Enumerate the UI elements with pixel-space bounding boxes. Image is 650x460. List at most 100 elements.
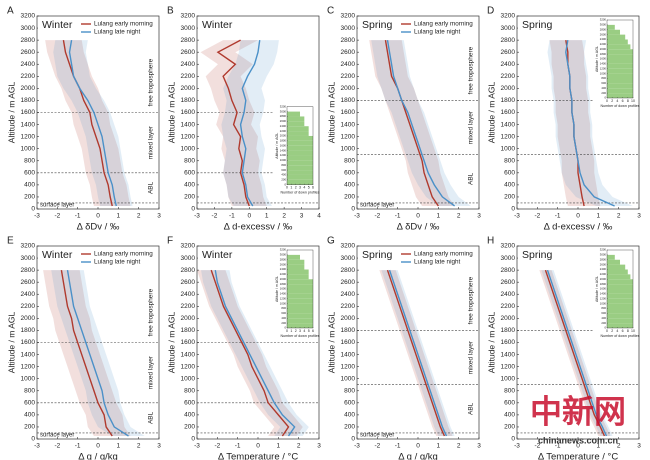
inset-bar bbox=[607, 49, 633, 55]
y-tick-label: 2600 bbox=[21, 49, 36, 56]
inset-y-tick-label: 3000 bbox=[280, 253, 287, 257]
y-tick-label: 1800 bbox=[181, 97, 196, 104]
legend-label: Lulang early morning bbox=[414, 251, 473, 258]
y-tick-label: 0 bbox=[351, 436, 355, 443]
y-tick-label: 3200 bbox=[21, 243, 36, 250]
inset-x-tick-label: 4 bbox=[616, 99, 618, 103]
y-tick-label: 800 bbox=[344, 387, 355, 394]
y-tick-label: 1400 bbox=[181, 351, 196, 358]
inset-y-tick-label: 800 bbox=[601, 76, 606, 80]
inset-bar bbox=[287, 121, 305, 127]
x-tick-label: 2 bbox=[457, 213, 461, 220]
y-tick-label: 200 bbox=[184, 424, 195, 431]
x-axis-label: Δ Temperature / °C bbox=[218, 452, 299, 460]
legend-label: Lulang early morning bbox=[94, 251, 153, 258]
inset-bar bbox=[287, 259, 305, 265]
x-tick-label: 0 bbox=[416, 443, 420, 450]
inset-y-tick-label: 2800 bbox=[280, 257, 287, 261]
y-tick-label: 1200 bbox=[341, 363, 356, 370]
title-box bbox=[358, 17, 398, 32]
inset-y-tick-label: 2000 bbox=[280, 277, 287, 281]
inset-bar bbox=[287, 155, 313, 161]
spread-band bbox=[371, 40, 471, 206]
inset-y-tick-label: 1000 bbox=[280, 301, 287, 305]
inset-y-tick-label: 1200 bbox=[600, 66, 607, 70]
x-tick-label: 4 bbox=[317, 213, 321, 220]
inset-bar bbox=[607, 68, 633, 74]
y-tick-label: 1000 bbox=[181, 375, 196, 382]
y-tick-label: 2000 bbox=[181, 85, 196, 92]
inset-bar bbox=[607, 303, 633, 309]
y-axis-label: Altitude / m AGL bbox=[326, 312, 336, 374]
inset-y-tick-label: 3200 bbox=[600, 248, 607, 252]
inset-y-tick-label: 1200 bbox=[280, 153, 287, 157]
y-axis-label: Altitude / m AGL bbox=[6, 82, 16, 144]
layer-label: surface layer bbox=[360, 432, 394, 438]
x-tick-label: 1 bbox=[265, 213, 269, 220]
y-tick-label: 2400 bbox=[21, 291, 36, 298]
inset-y-label: Altitude / m AGL bbox=[275, 133, 279, 159]
inset-bar bbox=[607, 34, 626, 40]
y-tick-label: 3000 bbox=[341, 255, 356, 262]
y-tick-label: 400 bbox=[504, 182, 515, 189]
panel-title: Winter bbox=[42, 249, 73, 261]
inset-y-tick-label: 2000 bbox=[600, 277, 607, 281]
x-tick-label: 0 bbox=[256, 443, 260, 450]
inset-bar bbox=[287, 140, 313, 146]
x-tick-label: 2 bbox=[617, 443, 621, 450]
inset-bar bbox=[287, 170, 313, 175]
inset-y-tick-label: 3000 bbox=[600, 253, 607, 257]
y-tick-label: 3000 bbox=[501, 255, 516, 262]
layer-label: ABL bbox=[148, 181, 155, 194]
inset-y-tick-label: 2400 bbox=[600, 267, 607, 271]
y-tick-label: 400 bbox=[24, 182, 35, 189]
y-tick-label: 600 bbox=[184, 170, 195, 177]
inset-bar bbox=[607, 63, 633, 69]
x-tick-label: 3 bbox=[157, 213, 161, 220]
inset-x-tick-label: 5 bbox=[308, 186, 310, 190]
inset-y-tick-label: 1600 bbox=[280, 287, 287, 291]
y-tick-label: 0 bbox=[351, 206, 355, 213]
y-tick-label: 800 bbox=[184, 157, 195, 164]
layer-label: surface layer bbox=[40, 432, 74, 438]
inset-y-tick-label: 1400 bbox=[280, 292, 287, 296]
legend-box bbox=[399, 19, 477, 36]
x-tick-label: -3 bbox=[514, 443, 520, 450]
y-tick-label: 1200 bbox=[21, 363, 36, 370]
x-tick-label: -3 bbox=[194, 443, 200, 450]
y-tick-label: 2000 bbox=[21, 315, 36, 322]
inset-x-tick-label: 6 bbox=[312, 329, 314, 333]
inset-x-tick-label: 4 bbox=[303, 329, 305, 333]
x-tick-label: 1 bbox=[437, 213, 441, 220]
inset-y-tick-label: 2000 bbox=[280, 134, 287, 138]
inset-x-tick-label: 6 bbox=[312, 186, 314, 190]
y-tick-label: 3000 bbox=[501, 25, 516, 32]
x-tick-label: 0 bbox=[96, 443, 100, 450]
inset-bar bbox=[607, 293, 633, 299]
inset-x-tick-label: 0 bbox=[286, 186, 288, 190]
y-tick-label: 600 bbox=[504, 400, 515, 407]
y-tick-label: 2000 bbox=[181, 315, 196, 322]
y-tick-label: 400 bbox=[504, 412, 515, 419]
inset-y-tick-label: 1600 bbox=[600, 57, 607, 61]
y-tick-label: 1800 bbox=[341, 97, 356, 104]
layer-label: free troposphere bbox=[468, 276, 475, 324]
x-tick-label: -1 bbox=[395, 443, 401, 450]
inset-bar bbox=[607, 298, 633, 304]
inset-bar bbox=[607, 308, 633, 314]
inset-y-tick-label: 3200 bbox=[280, 104, 287, 108]
x-tick-label: 1 bbox=[597, 443, 601, 450]
inset-bar bbox=[287, 303, 313, 309]
y-tick-label: 2400 bbox=[501, 291, 516, 298]
x-tick-label: -3 bbox=[194, 213, 200, 220]
spread-band bbox=[53, 40, 133, 206]
plot-area bbox=[197, 269, 319, 437]
panel-letter: B bbox=[167, 6, 174, 17]
y-tick-label: 2800 bbox=[21, 37, 36, 44]
y-tick-label: 3000 bbox=[21, 25, 36, 32]
legend-label: Lulang late night bbox=[94, 29, 140, 36]
x-tick-label: -2 bbox=[54, 213, 60, 220]
y-tick-label: 1400 bbox=[501, 351, 516, 358]
inset-x-tick-label: 3 bbox=[299, 329, 301, 333]
inset-bar bbox=[607, 54, 633, 59]
